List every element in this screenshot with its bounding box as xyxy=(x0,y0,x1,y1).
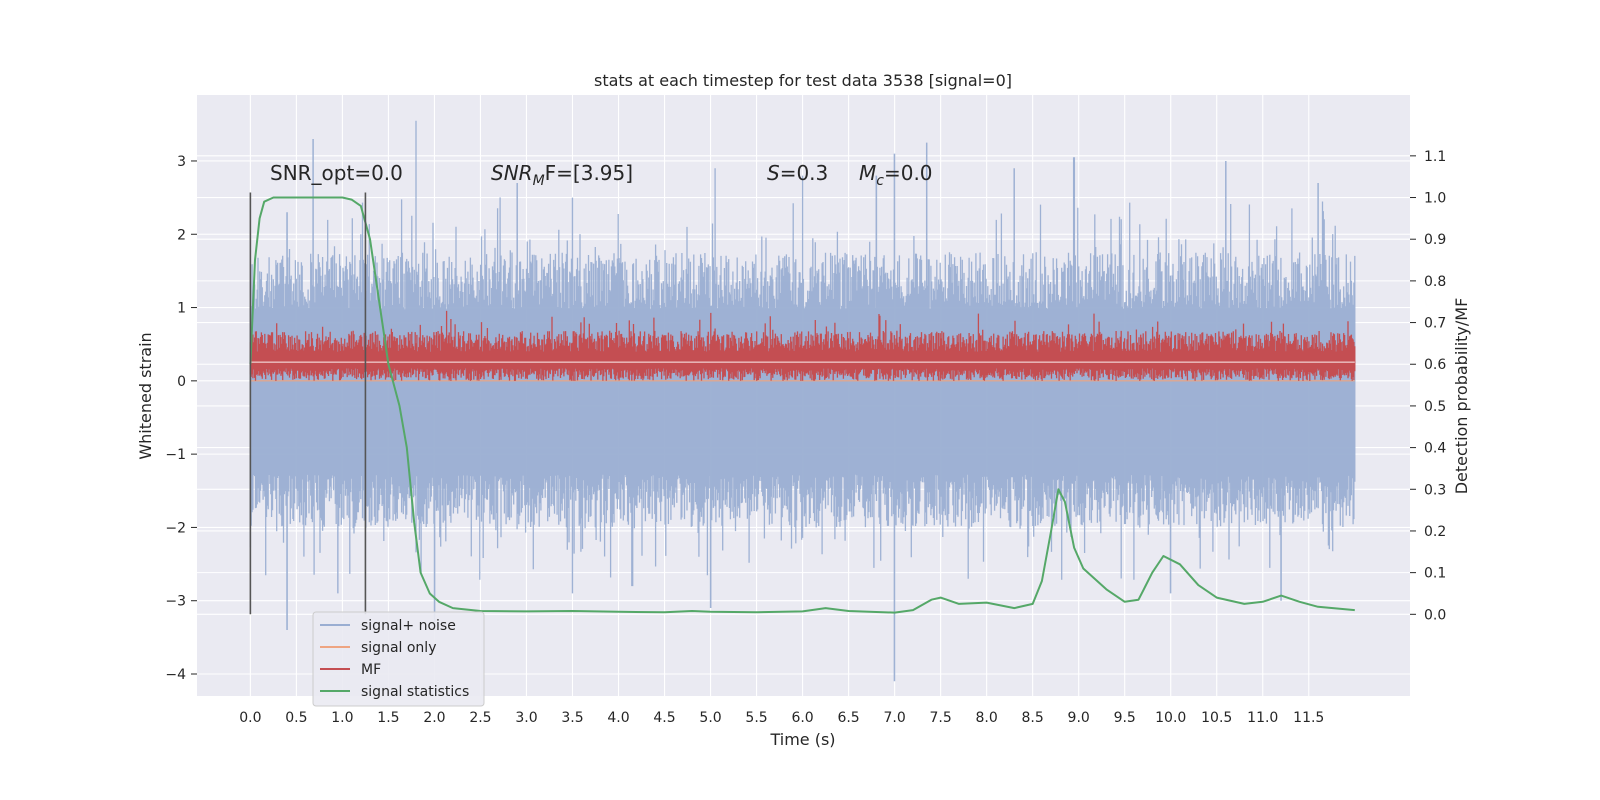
legend-label-signal-noise: signal+ noise xyxy=(361,618,456,634)
y-tick-label: 3 xyxy=(177,154,186,170)
y2-tick-label: 0.2 xyxy=(1424,524,1446,540)
y2-tick-label: 0.6 xyxy=(1424,357,1446,373)
x-tick-label: 0.0 xyxy=(239,710,261,726)
x-tick-label: 3.5 xyxy=(561,710,583,726)
y2-tick-label: 1.1 xyxy=(1424,149,1446,165)
x-tick-label: 5.0 xyxy=(699,710,721,726)
y2-tick-label: 0.4 xyxy=(1424,441,1446,457)
y-axis-label: Whitened strain xyxy=(136,332,155,459)
x-tick-label: 10.0 xyxy=(1155,710,1186,726)
y2-tick-label: 0.8 xyxy=(1424,274,1446,290)
vertical-markers xyxy=(249,192,367,615)
x-tick-label: 0.5 xyxy=(285,710,307,726)
snr-mf-main: SNR xyxy=(491,161,533,185)
x-tick-label: 11.5 xyxy=(1293,710,1324,726)
y2-tick-label: 0.3 xyxy=(1424,482,1446,498)
y2-tick-label: 0.1 xyxy=(1424,566,1446,582)
annotation-s: S=0.3 xyxy=(767,161,828,185)
x-tick-label: 9.0 xyxy=(1068,710,1090,726)
legend-box xyxy=(312,611,485,707)
legend-label-signal-statistics: signal statistics xyxy=(361,684,469,700)
x-tick-label: 7.0 xyxy=(883,710,905,726)
y-tick-label: −1 xyxy=(165,447,186,463)
y-tick-label: 0 xyxy=(177,374,186,390)
x-tick-label: 2.0 xyxy=(423,710,445,726)
mc-tail: =0.0 xyxy=(884,161,933,185)
y-tick-label: 2 xyxy=(177,227,186,243)
x-tick-label: 2.5 xyxy=(469,710,491,726)
y2-tick-label: 1.0 xyxy=(1424,191,1446,207)
x-tick-label: 1.5 xyxy=(377,710,399,726)
annotation-mc: Mc=0.0 xyxy=(859,161,933,189)
x-tick-label: 8.5 xyxy=(1022,710,1044,726)
y2-axis-label: Detection probability/MF xyxy=(1452,298,1471,495)
x-tick-label: 9.5 xyxy=(1114,710,1136,726)
x-tick-label: 6.0 xyxy=(791,710,813,726)
snr-mf-sub: M xyxy=(533,173,545,189)
legend: signal+ noise signal only MF signal stat… xyxy=(312,611,485,707)
legend-label-signal-only: signal only xyxy=(361,640,436,656)
y2-tick-label: 0.0 xyxy=(1424,607,1446,623)
series-layer xyxy=(249,120,1356,682)
y-tick-label: 1 xyxy=(177,301,186,317)
s-main: S xyxy=(767,161,780,185)
chart-title: stats at each timestep for test data 353… xyxy=(594,71,1012,90)
annotation-snr-mf: SNRMF=[3.95] xyxy=(491,161,633,189)
y-tick-label: −2 xyxy=(165,520,186,536)
x-tick-label: 8.0 xyxy=(976,710,998,726)
x-tick-label: 6.5 xyxy=(837,710,859,726)
x-tick-label: 4.0 xyxy=(607,710,629,726)
x-tick-label: 11.0 xyxy=(1247,710,1278,726)
mc-main: M xyxy=(859,161,876,185)
annotation-snr-opt: SNR_opt=0.0 xyxy=(270,161,403,185)
y2-tick-label: 0.7 xyxy=(1424,316,1446,332)
x-tick-label: 3.0 xyxy=(515,710,537,726)
y2-tick-labels: 1.1 1.0 0.9 0.8 0.7 0.6 0.5 0.4 0.3 0.2 0.1 0.0 xyxy=(1410,149,1446,623)
snr-mf-tail: F=[3.95] xyxy=(545,161,633,185)
x-tick-label: 1.0 xyxy=(331,710,353,726)
legend-label-mf: MF xyxy=(361,662,381,678)
x-tick-labels: 0.0 0.5 1.0 1.5 2.0 2.5 3.0 3.5 4.0 4.5 5.0 5.5 6.0 6… xyxy=(239,710,1324,726)
x-axis-label: Time (s) xyxy=(769,730,835,749)
y2-tick-label: 0.9 xyxy=(1424,232,1446,248)
series-signal-statistics xyxy=(249,196,1355,614)
x-tick-label: 7.5 xyxy=(929,710,951,726)
y2-tick-label: 0.5 xyxy=(1424,399,1446,415)
x-tick-label: 10.5 xyxy=(1201,710,1232,726)
y-tick-labels: 3 2 1 0 −1 −2 −3 −4 xyxy=(165,154,197,683)
s-tail: =0.3 xyxy=(780,161,829,185)
x-tick-label: 5.5 xyxy=(745,710,767,726)
x-tick-label: 4.5 xyxy=(653,710,675,726)
y-tick-label: −4 xyxy=(165,667,186,683)
mc-sub: c xyxy=(876,173,884,189)
y-tick-label: −3 xyxy=(165,594,186,610)
